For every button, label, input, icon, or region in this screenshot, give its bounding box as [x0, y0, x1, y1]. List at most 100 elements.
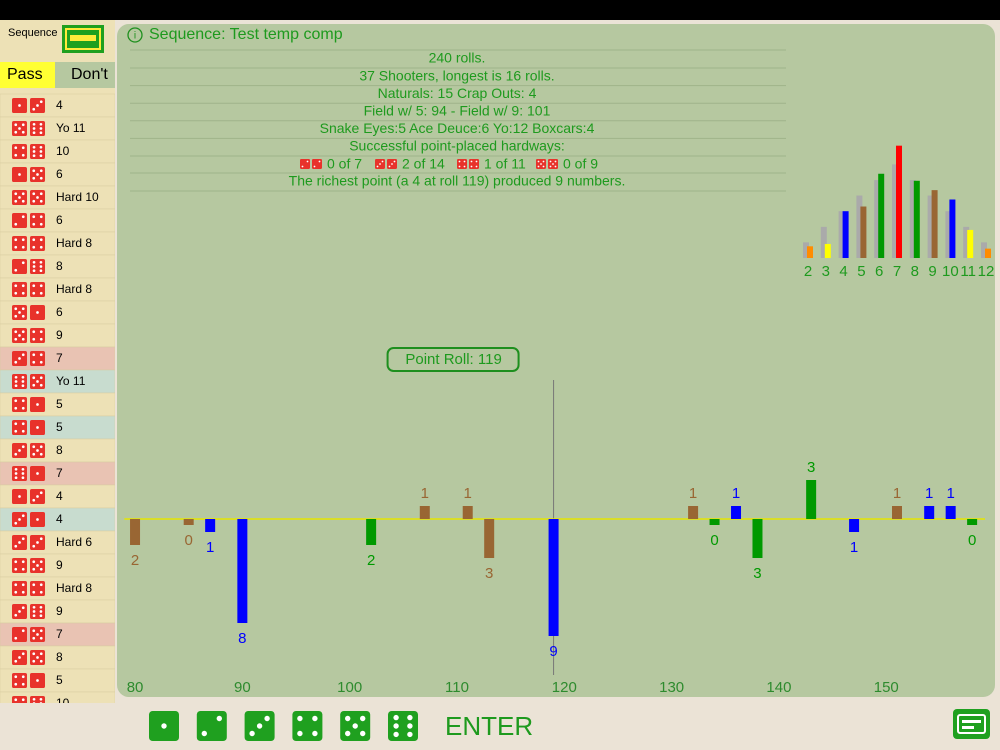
pip: [32, 131, 36, 135]
pip: [216, 715, 222, 722]
x-tick-label: 100: [337, 679, 362, 696]
pip: [39, 360, 43, 364]
pip: [36, 564, 39, 567]
menu-icon[interactable]: [953, 709, 990, 739]
die: [312, 159, 322, 169]
roll-label: Hard 10: [56, 190, 99, 204]
pip: [345, 730, 351, 737]
x-tick-label: 90: [234, 679, 251, 696]
pip: [18, 541, 21, 544]
pip: [39, 452, 43, 456]
x-tick-label: 6: [875, 263, 883, 280]
tab-label[interactable]: Pass: [7, 66, 43, 83]
info-icon[interactable]: [127, 27, 143, 43]
die: [12, 121, 27, 136]
die: [12, 144, 27, 159]
bar-label: 3: [485, 565, 493, 582]
pip: [360, 730, 366, 737]
roll-label: 9: [56, 328, 63, 342]
pip: [470, 160, 473, 163]
roll-label: Hard 8: [56, 282, 92, 296]
die[interactable]: [388, 711, 418, 741]
pip: [14, 544, 18, 548]
die[interactable]: [292, 711, 323, 741]
pip: [39, 614, 43, 618]
pip: [318, 160, 321, 163]
pip: [39, 353, 43, 357]
die: [30, 650, 45, 665]
pip: [14, 245, 18, 249]
roll-label: 6: [56, 213, 63, 227]
pass-tab[interactable]: [0, 62, 55, 88]
die-face: [30, 282, 45, 297]
pip: [32, 544, 36, 548]
pip: [21, 399, 25, 403]
die[interactable]: [196, 711, 227, 741]
pip: [36, 541, 39, 544]
die-face: [12, 696, 27, 703]
die: [30, 604, 45, 619]
die: [387, 159, 397, 169]
cursor-label-box[interactable]: [386, 347, 520, 372]
roll-label: Hard 8: [56, 581, 92, 595]
die-face: [30, 144, 45, 159]
enter-button[interactable]: ENTER: [445, 711, 533, 741]
dont-tab[interactable]: [55, 62, 115, 88]
pip: [32, 697, 36, 701]
pip: [14, 375, 18, 379]
pip: [393, 723, 399, 729]
roll-label: 4: [56, 98, 63, 112]
roll-bar: [709, 519, 720, 525]
stat-line: 37 Shooters, longest is 16 rolls.: [359, 67, 554, 83]
die-face: [30, 696, 45, 703]
pip: [32, 353, 36, 357]
main-panel: [117, 24, 995, 697]
die: [12, 236, 27, 251]
tab-label[interactable]: Don't: [71, 66, 108, 83]
pip: [39, 265, 43, 268]
bar-label: 8: [238, 630, 246, 647]
die[interactable]: [340, 711, 371, 741]
pip: [21, 567, 25, 571]
pip: [18, 196, 21, 199]
pip: [21, 429, 25, 433]
distribution-bar: [842, 211, 849, 258]
pip: [21, 583, 25, 587]
distribution-bar: [878, 173, 885, 258]
pip: [161, 723, 167, 729]
roll-label: 5: [56, 397, 63, 411]
die: [30, 489, 45, 504]
distribution-bar: [909, 180, 916, 258]
pip: [14, 698, 18, 702]
pip: [352, 723, 358, 729]
die: [12, 282, 27, 297]
distribution-bar: [981, 242, 987, 258]
pip: [32, 245, 36, 249]
pip: [32, 154, 36, 158]
pip: [14, 360, 18, 364]
pip: [256, 723, 263, 729]
pip: [36, 449, 39, 452]
die-face: [30, 259, 45, 274]
info-icon-glyph[interactable]: i: [134, 31, 136, 42]
die: [12, 466, 27, 481]
pip: [14, 406, 18, 410]
pip: [21, 192, 25, 196]
pip: [32, 605, 36, 609]
pip: [39, 590, 43, 594]
pip: [32, 145, 36, 149]
die[interactable]: [244, 711, 275, 741]
die: [30, 236, 45, 251]
pip: [21, 130, 25, 134]
die: [12, 374, 27, 389]
pip: [39, 131, 43, 135]
die-face: [12, 213, 27, 228]
sequence-icon[interactable]: [62, 25, 104, 53]
pip: [32, 629, 36, 633]
die[interactable]: [149, 711, 179, 741]
pip: [32, 583, 36, 587]
pip: [32, 498, 36, 502]
die: [12, 443, 27, 458]
pip: [14, 199, 18, 203]
bar-label: 3: [807, 459, 815, 476]
